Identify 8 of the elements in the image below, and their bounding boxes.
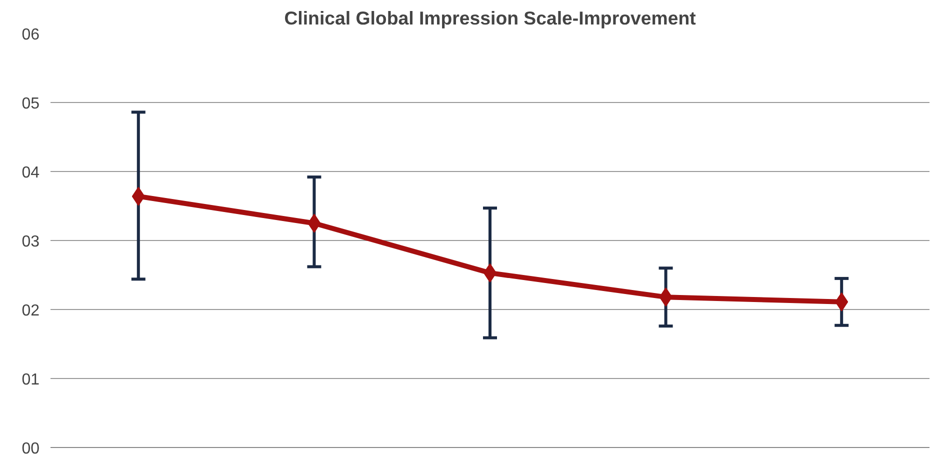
y-tick-label: 03 bbox=[22, 234, 40, 250]
y-tick-label: 02 bbox=[22, 302, 40, 320]
chart-title: Clinical Global Impression Scale-Improvement bbox=[284, 8, 696, 28]
y-tick-label: 05 bbox=[22, 96, 40, 112]
y-tick-label: 06 bbox=[22, 26, 40, 44]
y-tick-label: 01 bbox=[22, 372, 40, 388]
y-tick-label: 00 bbox=[22, 440, 40, 458]
y-tick-label: 04 bbox=[22, 164, 40, 182]
